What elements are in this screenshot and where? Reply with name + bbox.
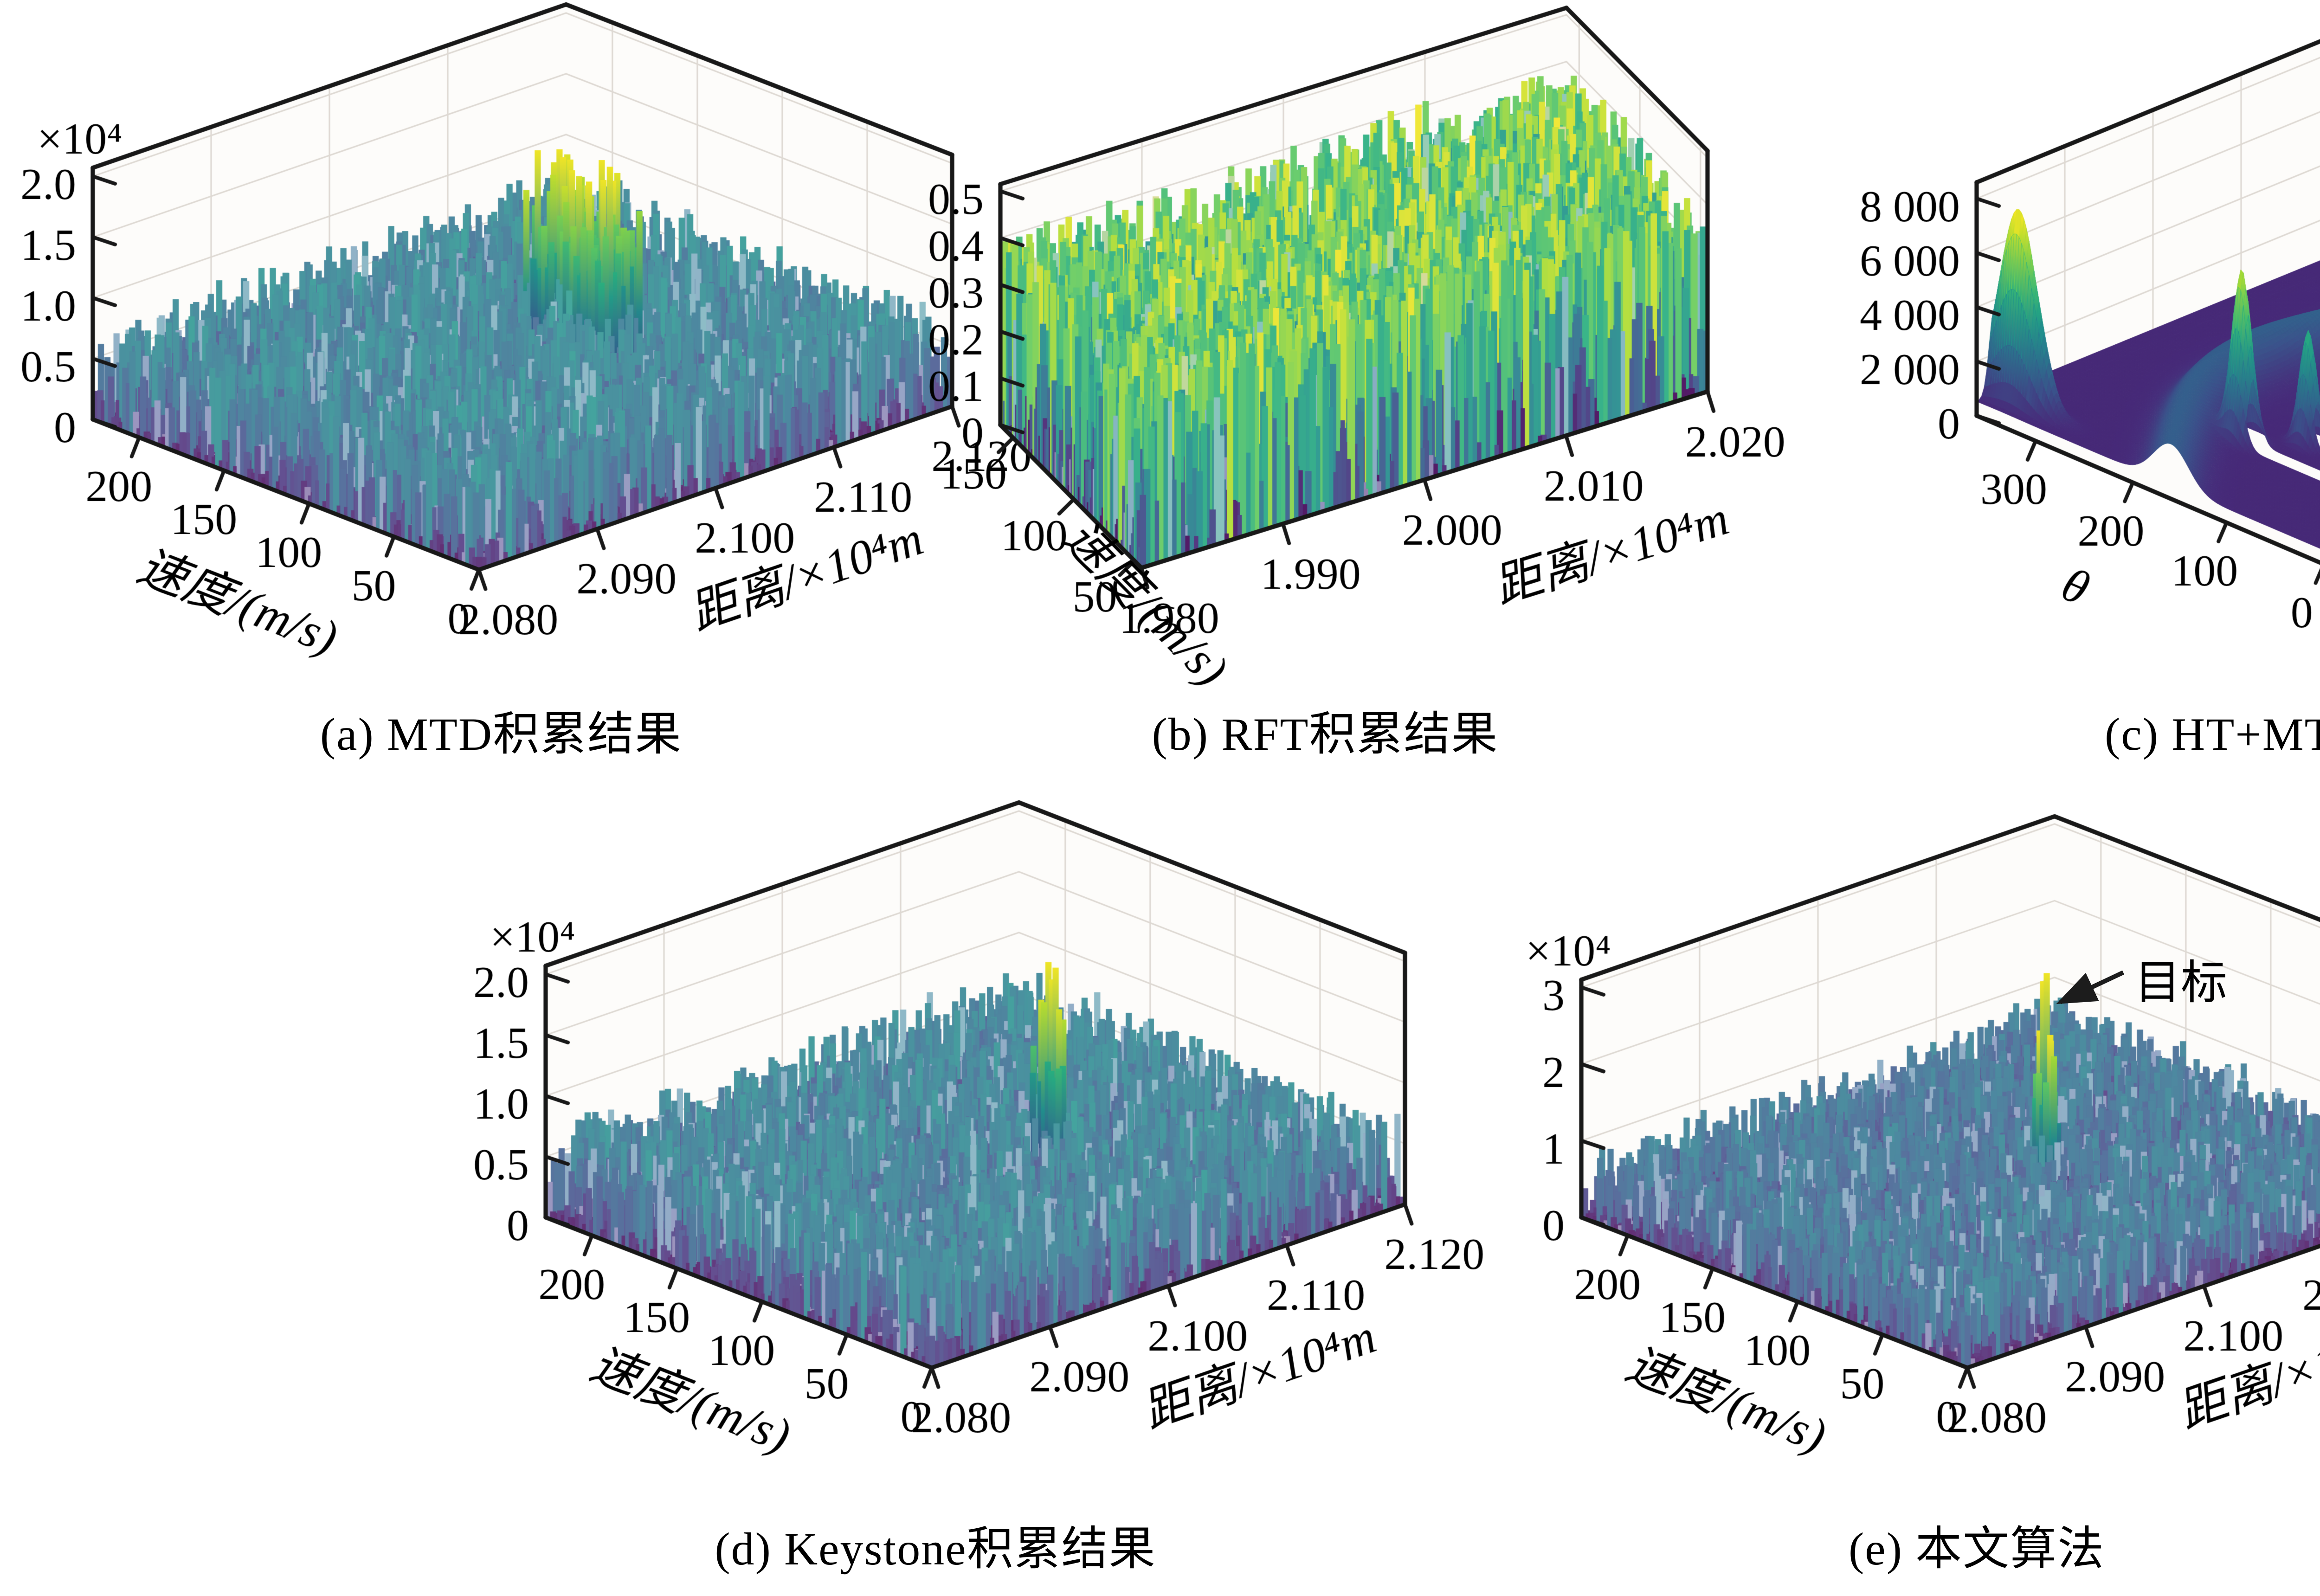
caption-b: (b) RFT积累结果 xyxy=(1152,711,1499,761)
surface-canvas-ht-mtd xyxy=(1837,0,2320,798)
plot-ht-mtd-result: (c) HT+MTD积累结果 xyxy=(1837,0,2320,798)
plot-proposed-algorithm: 目标 (e) 本文算法 xyxy=(1489,798,2320,1596)
plot-keystone-result: (d) Keystone积累结果 xyxy=(453,798,1566,1596)
caption-a: (a) MTD积累结果 xyxy=(320,711,683,761)
surface-canvas-proposed xyxy=(1489,798,2320,1596)
caption-c: (c) HT+MTD积累结果 xyxy=(2105,711,2320,761)
caption-d: (d) Keystone积累结果 xyxy=(715,1525,1156,1576)
surface-canvas-keystone xyxy=(453,798,1566,1596)
caption-e: (e) 本文算法 xyxy=(1849,1525,2105,1576)
target-annotation-label: 目标 xyxy=(2134,959,2228,1010)
